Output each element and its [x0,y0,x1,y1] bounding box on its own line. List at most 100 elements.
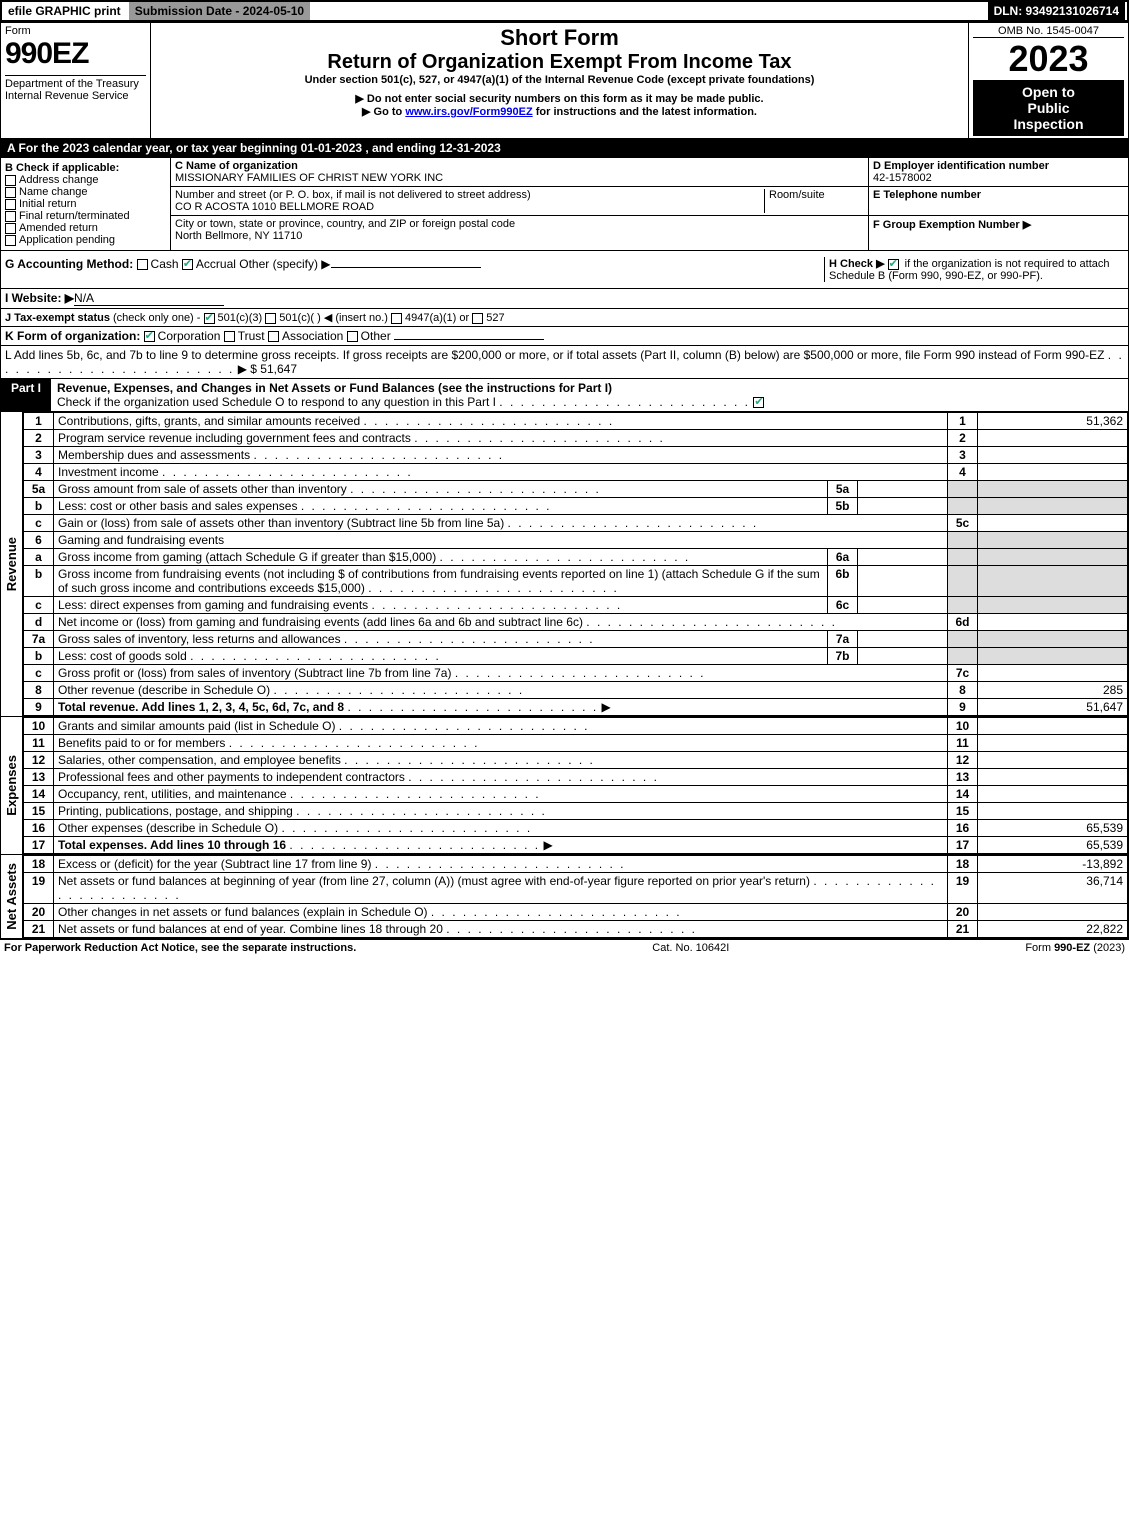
line-amount: 65,539 [978,837,1128,854]
form-number: 990EZ [5,37,146,71]
line-ref: 5c [948,515,978,532]
line-description: Investment income [54,464,948,481]
part-i-header: Part I Revenue, Expenses, and Changes in… [0,378,1129,411]
check-501c[interactable] [265,313,276,324]
line-description: Total revenue. Add lines 1, 2, 3, 4, 5c,… [54,699,948,716]
line-amount [978,515,1128,532]
line-number: 1 [24,413,54,430]
table-row: 14Occupancy, rent, utilities, and mainte… [24,786,1128,803]
check-4947[interactable] [391,313,402,324]
line-number: 10 [24,718,54,735]
check-address-change[interactable]: Address change [5,174,166,186]
line-amount [978,803,1128,820]
check-trust[interactable] [224,331,235,342]
line-amount: 51,362 [978,413,1128,430]
gross-receipts-total: ▶ $ 51,647 [238,362,297,376]
section-i: I Website: ▶N/A [0,288,1129,308]
line-description: Gross income from gaming (attach Schedul… [54,549,828,566]
check-initial-return[interactable]: Initial return [5,198,166,210]
line-ref: 19 [948,873,978,904]
section-l: L Add lines 5b, 6c, and 7b to line 9 to … [0,345,1129,378]
section-k: K Form of organization: Corporation Trus… [0,326,1129,345]
part-i-title: Revenue, Expenses, and Changes in Net As… [57,381,612,395]
line-number: 3 [24,447,54,464]
check-corporation[interactable] [144,331,155,342]
irs-label: Internal Revenue Service [5,90,146,102]
check-final-return[interactable]: Final return/terminated [5,210,166,222]
line-description: Less: cost of goods sold [54,648,828,665]
revenue-side-label: Revenue [4,533,19,595]
netassets-side-label: Net Assets [4,859,19,934]
line-number: 2 [24,430,54,447]
line-description: Salaries, other compensation, and employ… [54,752,948,769]
org-address: CO R ACOSTA 1010 BELLMORE ROAD [175,201,374,213]
table-row: 10Grants and similar amounts paid (list … [24,718,1128,735]
line-description: Gross amount from sale of assets other t… [54,481,828,498]
website-value: N/A [74,291,224,306]
table-row: bGross income from fundraising events (n… [24,566,1128,597]
ein-value: 42-1578002 [873,172,932,184]
check-schedule-o[interactable] [753,397,764,408]
table-row: 13Professional fees and other payments t… [24,769,1128,786]
no-ssn-note: ▶ Do not enter social security numbers o… [153,92,966,105]
line-ref: 6d [948,614,978,631]
line-ref: 16 [948,820,978,837]
line-description: Net income or (loss) from gaming and fun… [54,614,948,631]
line-description: Gross income from fundraising events (no… [54,566,828,597]
check-application-pending[interactable]: Application pending [5,234,166,246]
check-527[interactable] [472,313,483,324]
efile-label: efile GRAPHIC print [2,2,129,20]
line-ref: 1 [948,413,978,430]
line-number: 7a [24,631,54,648]
line-ref: 14 [948,786,978,803]
section-d-label: D Employer identification number [873,160,1049,172]
line-number: 16 [24,820,54,837]
line-number: c [24,665,54,682]
netassets-table: 18Excess or (deficit) for the year (Subt… [23,855,1128,938]
line-description: Printing, publications, postage, and shi… [54,803,948,820]
check-accrual[interactable] [182,259,193,270]
form-header: Form 990EZ Department of the Treasury In… [0,22,1129,138]
line-description: Program service revenue including govern… [54,430,948,447]
goto-link[interactable]: www.irs.gov/Form990EZ [405,106,532,118]
check-sched-b[interactable] [888,259,899,270]
line-number: 13 [24,769,54,786]
section-gh: G Accounting Method: Cash Accrual Other … [0,250,1129,288]
line-number: d [24,614,54,631]
line-amount [978,752,1128,769]
line-number: 4 [24,464,54,481]
line-number: 12 [24,752,54,769]
line-amount [978,430,1128,447]
table-row: 6Gaming and fundraising events [24,532,1128,549]
table-row: 1Contributions, gifts, grants, and simil… [24,413,1128,430]
check-cash[interactable] [137,259,148,270]
topbar: efile GRAPHIC print Submission Date - 20… [0,0,1129,22]
line-description: Less: cost or other basis and sales expe… [54,498,828,515]
open-public-badge: Open to Public Inspection [973,80,1124,136]
return-title: Return of Organization Exempt From Incom… [153,51,966,74]
line-amount: 22,822 [978,921,1128,938]
section-h: H Check ▶ if the organization is not req… [824,257,1124,282]
line-description: Gross sales of inventory, less returns a… [54,631,828,648]
check-name-change[interactable]: Name change [5,186,166,198]
table-row: 3Membership dues and assessments 3 [24,447,1128,464]
tax-year: 2023 [973,38,1124,80]
line-description: Gain or (loss) from sale of assets other… [54,515,948,532]
under-section: Under section 501(c), 527, or 4947(a)(1)… [153,74,966,86]
table-row: aGross income from gaming (attach Schedu… [24,549,1128,566]
check-amended-return[interactable]: Amended return [5,222,166,234]
check-other-org[interactable] [347,331,358,342]
org-city: North Bellmore, NY 11710 [175,230,302,242]
line-description: Less: direct expenses from gaming and fu… [54,597,828,614]
line-number: 15 [24,803,54,820]
table-row: 21Net assets or fund balances at end of … [24,921,1128,938]
check-association[interactable] [268,331,279,342]
section-j: J Tax-exempt status (check only one) - 5… [0,308,1129,326]
form-word: Form [5,25,146,37]
line-description: Net assets or fund balances at beginning… [54,873,948,904]
check-501c3[interactable] [204,313,215,324]
line-ref: 8 [948,682,978,699]
line-number: 14 [24,786,54,803]
footer-left: For Paperwork Reduction Act Notice, see … [4,942,356,954]
line-amount: 51,647 [978,699,1128,716]
